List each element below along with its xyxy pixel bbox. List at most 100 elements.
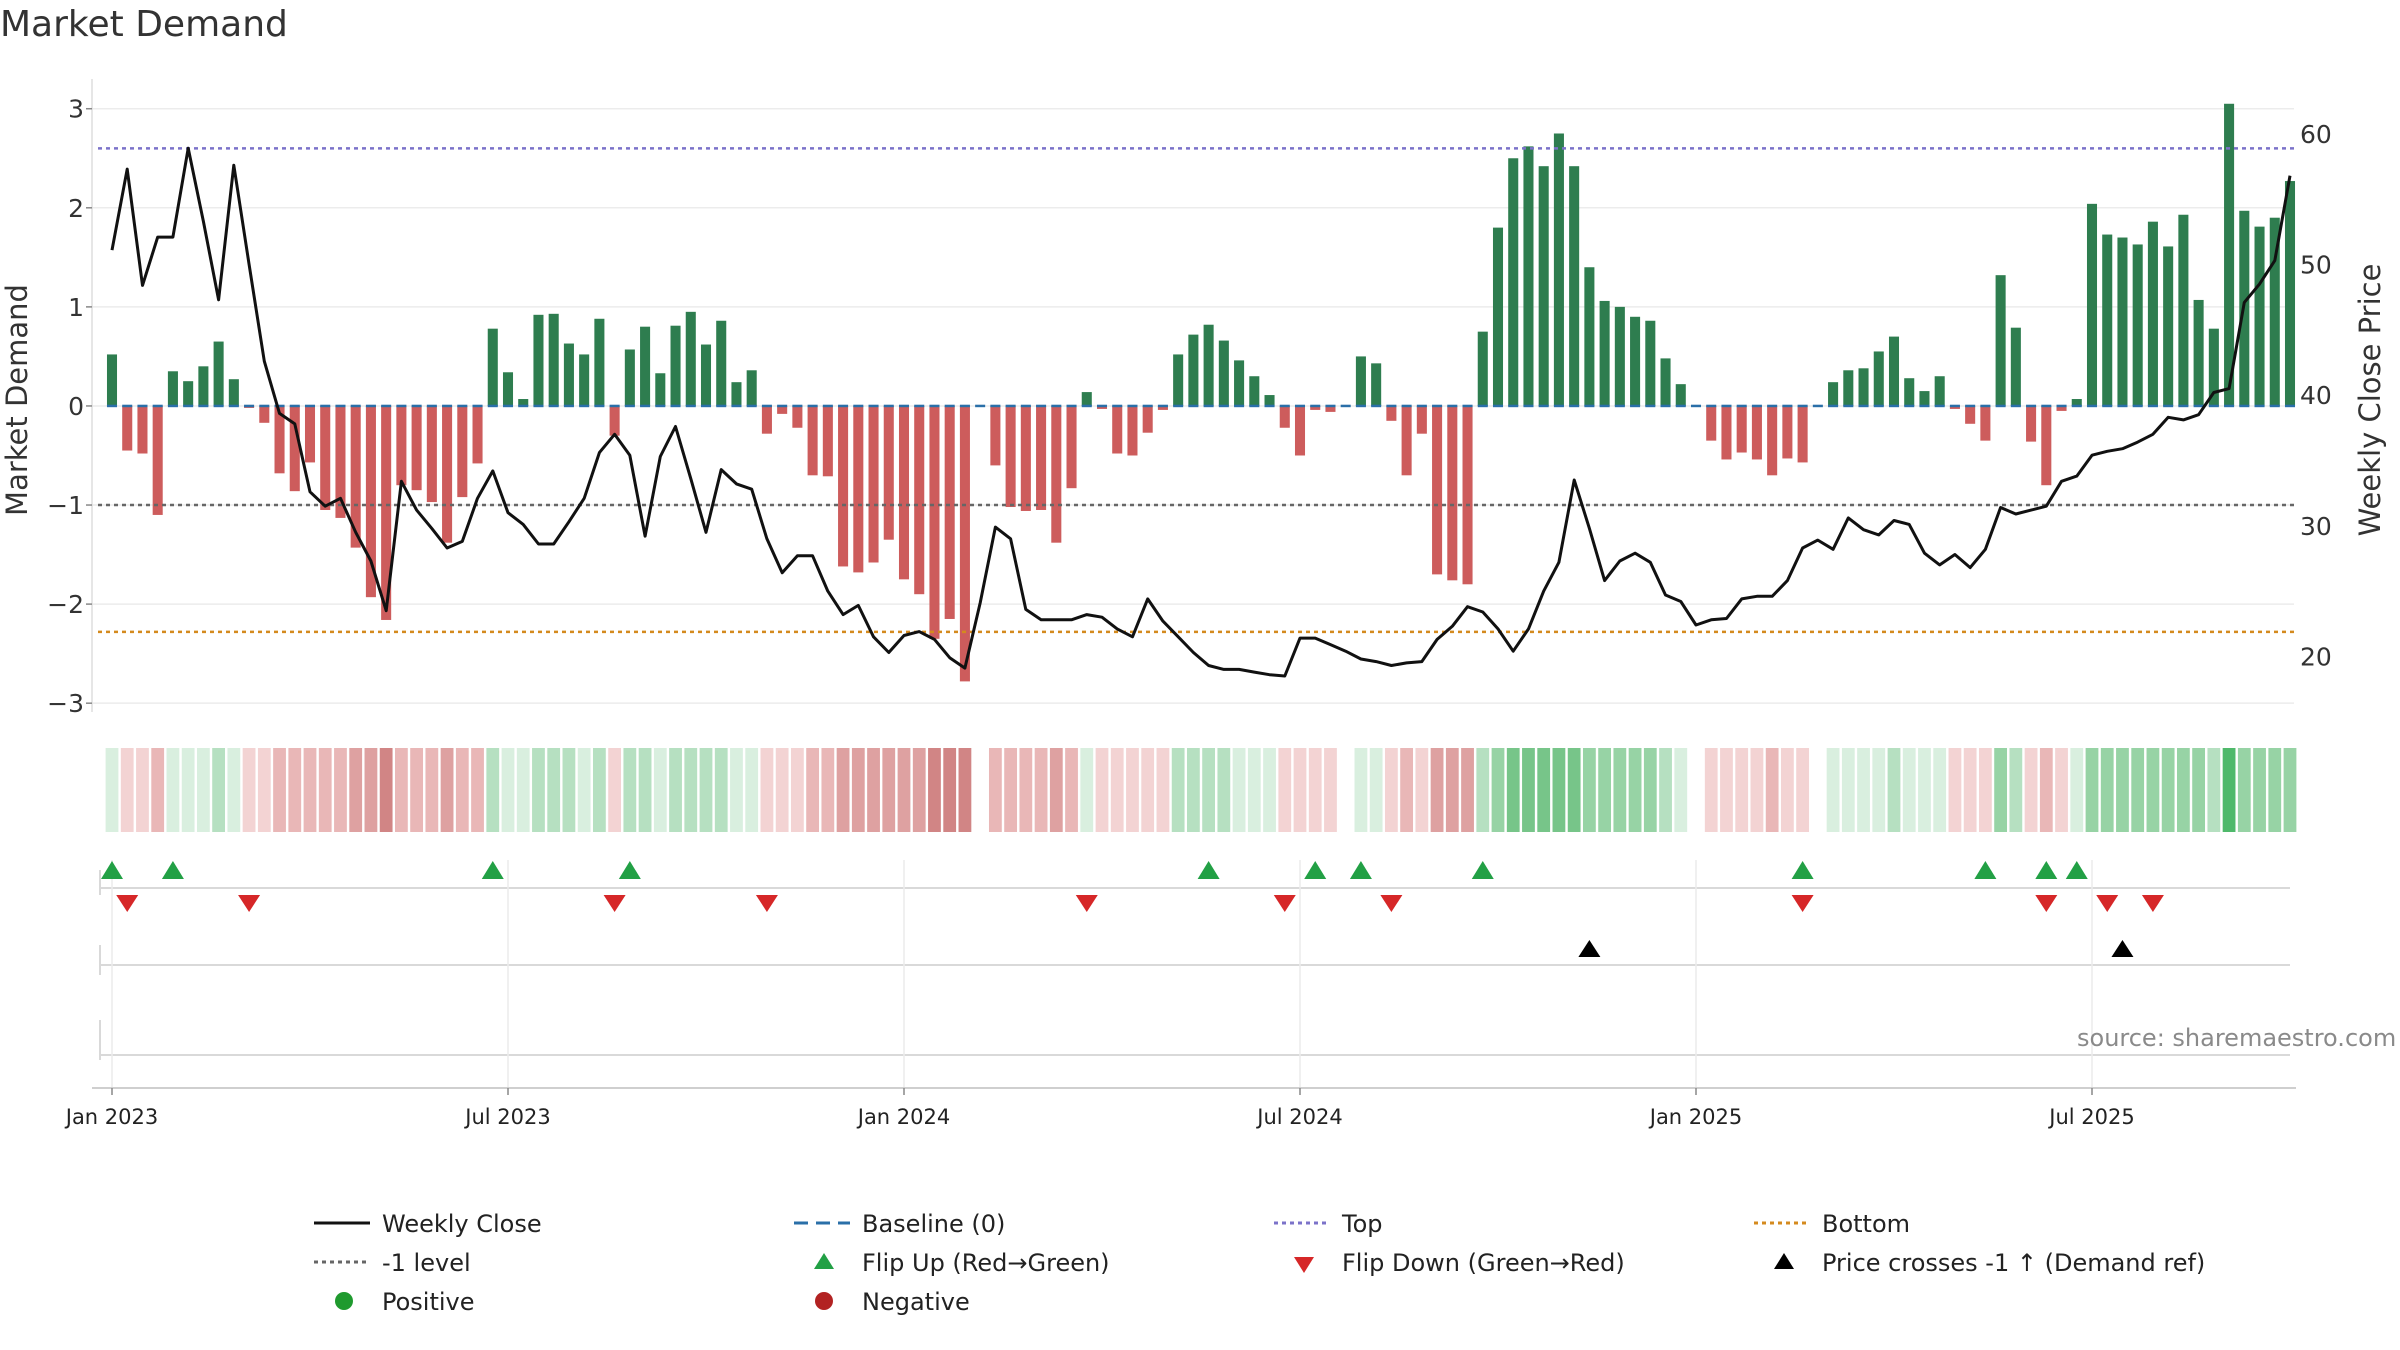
demand-bar: [1843, 370, 1854, 406]
y-tick-label: 3: [68, 95, 84, 124]
strip-cell: [1720, 748, 1733, 832]
strip-cell: [1872, 748, 1886, 832]
demand-bar: [396, 405, 407, 486]
legend-minus1-swatch: [314, 1260, 370, 1264]
demand-bar: [167, 371, 178, 406]
legend-minus1-label: -1 level: [382, 1249, 471, 1277]
legend-weekly-close-swatch: [314, 1221, 370, 1225]
x-tick-label: Jan 2024: [856, 1105, 951, 1129]
strip-cell: [1263, 748, 1276, 832]
strip-cell: [928, 748, 941, 832]
demand-bar: [289, 405, 300, 492]
demand-bar: [1721, 405, 1732, 460]
demand-bar: [137, 405, 148, 454]
demand-bar: [213, 341, 224, 406]
y-tick-label: −2: [47, 590, 84, 619]
strip-cell: [196, 748, 210, 832]
demand-bar: [883, 405, 894, 540]
demand-bar: [1858, 368, 1869, 406]
strip-cell: [2055, 748, 2068, 832]
legend-top-swatch: [1274, 1221, 1330, 1225]
demand-bar: [2163, 246, 2174, 406]
demand-bar: [2086, 203, 2098, 406]
flip-up-marker: [2035, 861, 2058, 879]
demand-bar: [2224, 103, 2235, 406]
flip-up-marker: [1304, 861, 1327, 879]
demand-bar: [807, 405, 818, 476]
demand-bar: [365, 405, 376, 598]
reference-levels: [98, 147, 2296, 634]
demand-bar: [1828, 382, 1839, 406]
flip-down-marker: [755, 895, 778, 912]
flip-up-marker: [1791, 861, 1814, 879]
strip-cell: [318, 748, 332, 832]
y-tick-label: −3: [47, 689, 84, 718]
demand-bar: [1203, 324, 1214, 406]
demand-bar: [2208, 328, 2219, 406]
demand-bar: [2284, 181, 2296, 406]
strip-cell: [1369, 748, 1383, 832]
strip-cell: [1674, 748, 1688, 832]
demand-bar: [1325, 405, 1336, 412]
strip-cell: [730, 748, 743, 832]
demand-bar: [1142, 405, 1153, 433]
strip-cell: [1857, 748, 1870, 832]
strip-cell: [455, 748, 469, 832]
strip-cell: [166, 748, 180, 832]
demand-bar: [579, 354, 590, 406]
flip-down-marker: [1273, 895, 1296, 912]
y-tick-label: 0: [68, 392, 84, 421]
strip-cell: [1506, 748, 1520, 832]
demand-bar: [1873, 351, 1884, 406]
demand-bar: [1508, 158, 1519, 406]
strip-cell: [1095, 748, 1109, 832]
strip-cell: [257, 748, 271, 832]
strip-cell: [547, 748, 561, 832]
demand-bar: [1157, 405, 1168, 410]
strip-cell: [2146, 748, 2160, 832]
axes: 3 2 1 0 −1 −2 −3 60 50 40 30 20 Market Demand Weekly …: [0, 79, 2387, 1129]
demand-bar: [959, 405, 970, 682]
demand-bar: [1477, 331, 1488, 406]
strip-cell: [1324, 748, 1337, 832]
strip-cell: [1735, 748, 1749, 832]
demand-bar: [685, 311, 696, 406]
flip-up-marker: [481, 861, 504, 879]
strip-cell: [821, 748, 835, 832]
demand-bar: [350, 405, 361, 548]
strip-cell: [1796, 748, 1810, 832]
strip-cell: [790, 748, 804, 832]
strip-cell: [638, 748, 652, 832]
strip-cell: [242, 748, 256, 832]
flip-up-icon: [814, 1253, 834, 1269]
strip-cell: [1948, 748, 1962, 832]
strip-cell: [1841, 748, 1855, 832]
strip-cell: [2024, 748, 2038, 832]
demand-bar: [1432, 405, 1443, 575]
demand-bar: [1492, 227, 1504, 406]
demand-strip: [105, 748, 2297, 832]
strip-cell: [1232, 748, 1246, 832]
demand-bar: [868, 405, 879, 563]
strip-cell: [1902, 748, 1916, 832]
price-cross-icon: [1774, 1253, 1794, 1269]
demand-bar: [2026, 405, 2037, 442]
strip-cell: [516, 748, 530, 832]
flip-down-icon: [1294, 1257, 1314, 1273]
strip-cell: [1126, 748, 1139, 832]
flip-up-marker: [1471, 861, 1494, 879]
demand-bar: [259, 405, 270, 423]
strip-cell: [1567, 748, 1581, 832]
strip-cell: [1491, 748, 1505, 832]
flip-down-marker: [2035, 895, 2058, 912]
demand-bar: [2102, 234, 2113, 406]
demand-bar: [594, 318, 605, 406]
demand-bar: [2193, 299, 2204, 406]
strip-cell: [1476, 748, 1490, 832]
demand-bar: [304, 405, 316, 463]
grid-layer: [92, 107, 2294, 1088]
demand-bar: [1980, 405, 1991, 441]
demand-bar: [838, 405, 849, 567]
strip-cell: [867, 748, 880, 832]
